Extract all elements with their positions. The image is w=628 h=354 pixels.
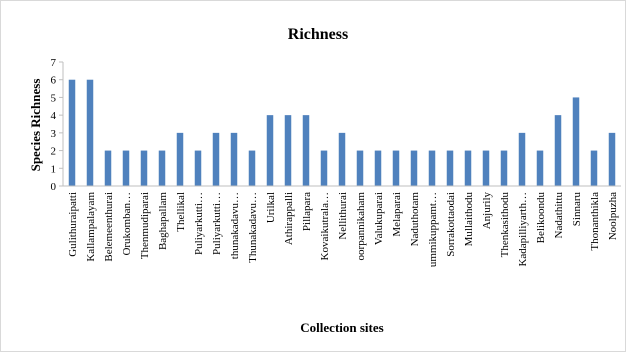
bars xyxy=(68,79,616,186)
bar xyxy=(230,132,238,186)
y-tick-label: 7 xyxy=(51,57,57,69)
bar xyxy=(554,115,562,186)
x-tick-label: Sorrakottaodai xyxy=(445,192,457,257)
bar xyxy=(194,150,202,186)
x-tick-label: Baghapallam xyxy=(157,192,169,250)
x-tick-label: thunakadavu… xyxy=(229,192,241,259)
bar xyxy=(140,150,148,186)
x-tick-label: Belikoondu xyxy=(535,192,547,244)
x-tick-label: Puliyarkutti… xyxy=(211,192,223,255)
bar xyxy=(464,150,472,186)
bar xyxy=(302,115,310,186)
bar xyxy=(536,150,544,186)
y-tick-label: 0 xyxy=(51,181,57,193)
y-tick-label: 6 xyxy=(51,75,57,87)
x-tick-label: Orukomban… xyxy=(121,192,133,256)
x-tick-label: Thenkasithodu xyxy=(499,192,511,258)
x-tick-label: Pillapara xyxy=(301,192,313,231)
x-tick-label: Belemeenthurai xyxy=(103,192,115,262)
x-tick-label: Urilkal xyxy=(265,192,277,223)
bar xyxy=(284,115,292,186)
x-tick-label: Nellithurai xyxy=(337,192,349,240)
bar xyxy=(248,150,256,186)
x-tick-label: Kallampalayam xyxy=(85,192,97,262)
chart-title: Richness xyxy=(288,26,348,43)
y-tick-label: 4 xyxy=(51,110,57,122)
x-tick-label: Thellikal xyxy=(175,192,187,232)
x-tick-label: Naduthotam xyxy=(409,192,421,247)
bar xyxy=(392,150,400,186)
x-tick-label: Athirappalli xyxy=(283,192,295,245)
bar xyxy=(590,150,598,186)
bar xyxy=(320,150,328,186)
x-tick-label: Puliyarkutti… xyxy=(193,192,205,255)
x-tick-label: Kovaikutrala… xyxy=(319,192,331,260)
y-tick-label: 2 xyxy=(51,146,57,158)
bar xyxy=(104,150,112,186)
bar xyxy=(212,132,220,186)
x-tick-label: Valukuparai xyxy=(373,192,385,245)
x-tick-label: Thonanthikla xyxy=(589,192,601,251)
x-tick-label: Thenmudiparai xyxy=(139,192,151,259)
x-axis-title: Collection sites xyxy=(300,320,383,335)
bar xyxy=(428,150,436,186)
bar xyxy=(266,115,274,186)
bar xyxy=(158,150,166,186)
x-tick-label: Noolpuzha xyxy=(607,192,619,240)
x-tick-label: Gulithuraipatti xyxy=(67,192,79,257)
bar xyxy=(518,132,526,186)
bar xyxy=(374,150,382,186)
bar xyxy=(86,79,94,186)
bar xyxy=(176,132,184,186)
x-tick-label: Mullaithodu xyxy=(463,192,475,247)
x-tick-label: Sinnaru xyxy=(571,192,583,227)
y-axis-title: Species Richness xyxy=(28,79,43,172)
bar xyxy=(446,150,454,186)
bar xyxy=(410,150,418,186)
bar xyxy=(500,150,508,186)
x-tick-label: oorpannikaham xyxy=(355,192,367,261)
y-axis-ticks: 0 1 2 3 4 5 6 7 xyxy=(51,57,63,193)
bar xyxy=(68,79,76,186)
x-tick-label: Anjurily xyxy=(481,192,493,230)
bar xyxy=(122,150,130,186)
y-tick-label: 1 xyxy=(51,163,57,175)
bar xyxy=(608,132,616,186)
x-tick-label: Melaparai xyxy=(391,192,403,237)
x-tick-label: Nadathittu xyxy=(553,192,565,239)
x-tick-label: Kadapilliyarth… xyxy=(517,192,529,267)
x-axis-labels: Gulithuraipatti Kallampalayam Belemeenthur… xyxy=(67,192,619,268)
x-tick-label: Thunakadavu… xyxy=(247,192,259,263)
bar xyxy=(338,132,346,186)
bar xyxy=(356,150,364,186)
x-tick-label: ummikuppamt… xyxy=(427,192,439,267)
bar xyxy=(482,150,490,186)
y-tick-label: 5 xyxy=(51,92,57,104)
y-tick-label: 3 xyxy=(51,128,57,140)
bar xyxy=(572,97,580,186)
